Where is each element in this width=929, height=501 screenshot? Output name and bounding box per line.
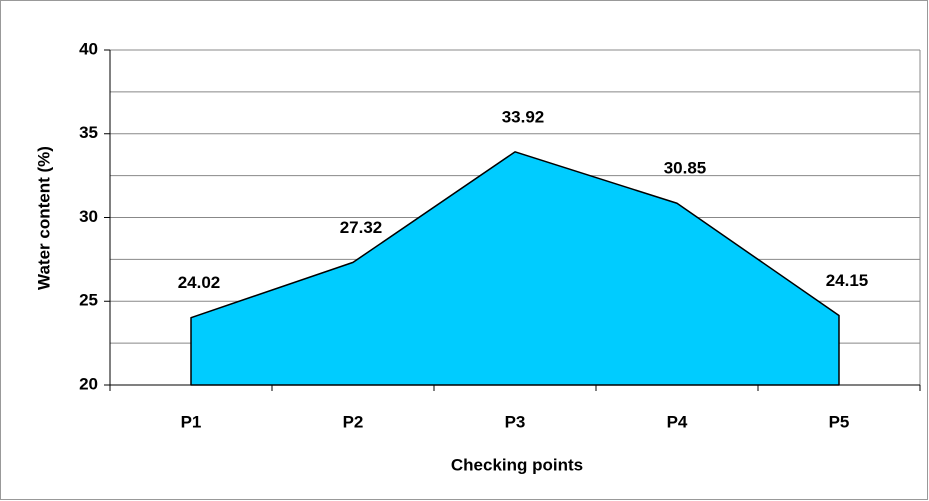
y-tick-label: 20 (79, 374, 98, 393)
y-tick-label: 30 (79, 207, 98, 226)
y-tick-label: 25 (79, 291, 98, 310)
x-tick-label: P2 (343, 412, 364, 431)
y-tick-label: 40 (79, 39, 98, 58)
data-label: 30.85 (664, 159, 707, 178)
data-label: 24.02 (178, 273, 221, 292)
x-tick-label: P5 (829, 412, 850, 431)
x-tick-label: P1 (181, 412, 202, 431)
x-axis-title: Checking points (451, 455, 583, 474)
x-tick-label: P4 (667, 412, 688, 431)
y-tick-label: 35 (79, 123, 98, 142)
area (190, 151, 840, 386)
y-axis-title: Water content (%) (34, 146, 53, 290)
data-label: 27.32 (340, 218, 383, 237)
data-label: 33.92 (502, 107, 545, 126)
x-tick-label: P3 (505, 412, 526, 431)
data-label: 24.15 (826, 271, 869, 290)
